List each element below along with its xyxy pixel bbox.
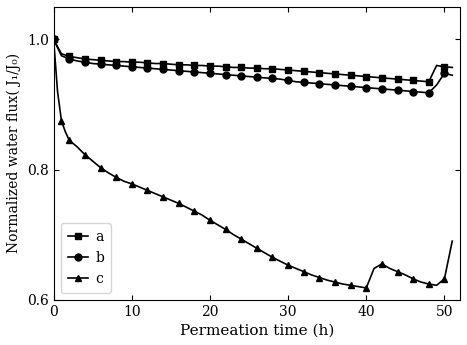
b (309, 81, 314, 85)
Line: b: b (50, 36, 456, 96)
Y-axis label: Normalized water flux( J₁/J₀): Normalized water flux( J₁/J₀) (7, 53, 21, 253)
b (239, 74, 244, 78)
b (293, 80, 299, 84)
a (426, 80, 432, 84)
c (277, 259, 283, 263)
c (262, 251, 268, 255)
b (449, 73, 455, 77)
c (191, 209, 197, 213)
a (191, 63, 197, 68)
a (418, 79, 424, 83)
X-axis label: Permeation time (h): Permeation time (h) (180, 324, 334, 338)
Line: a: a (50, 36, 456, 85)
b (82, 60, 88, 64)
c (106, 171, 111, 175)
a (293, 69, 299, 73)
a (449, 65, 455, 69)
a (309, 70, 314, 74)
b (418, 90, 424, 94)
a (239, 65, 244, 69)
a (82, 57, 88, 61)
b (191, 70, 197, 74)
c (51, 37, 57, 41)
c (285, 263, 291, 267)
b (51, 37, 57, 41)
c (317, 275, 322, 279)
c (363, 286, 369, 290)
a (51, 37, 57, 41)
b (426, 91, 432, 95)
c (449, 239, 455, 243)
Legend: a, b, c: a, b, c (61, 223, 111, 293)
Line: c: c (50, 36, 456, 292)
